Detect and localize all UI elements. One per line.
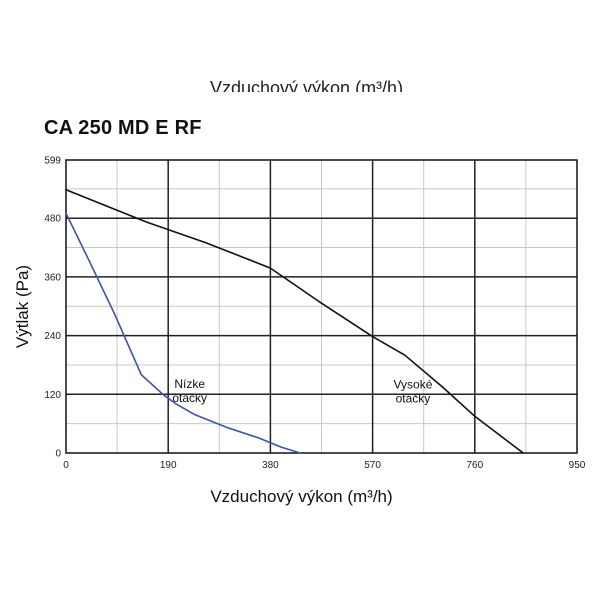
- cut-off-axis-caption: Vzduchový výkon (m³/h): [0, 72, 600, 92]
- x-tick-label: 760: [466, 460, 483, 471]
- y-axis-label: Výtlak (Pa): [13, 265, 32, 348]
- major-gridlines: [66, 160, 577, 453]
- minor-gridlines: [66, 160, 577, 453]
- curve-annotation-line2: otáčky: [172, 391, 207, 405]
- y-tick-label: 240: [44, 331, 61, 342]
- y-tick-label: 120: [44, 390, 61, 401]
- y-tick-label: 599: [44, 156, 61, 167]
- x-tick-labels: 0 190 380 570 760 950: [63, 460, 586, 471]
- curve-annotation-line1: Nízke: [174, 377, 205, 391]
- cut-off-axis-caption-text: Vzduchový výkon (m³/h): [210, 78, 404, 92]
- x-tick-label: 0: [63, 460, 69, 471]
- x-tick-label: 190: [160, 460, 177, 471]
- plot-frame: [65, 159, 578, 454]
- series-layer: [65, 189, 525, 454]
- x-tick-label: 570: [364, 460, 381, 471]
- x-tick-label: 380: [262, 460, 279, 471]
- series-line: [65, 212, 301, 454]
- y-tick-label: 360: [44, 272, 61, 283]
- y-tick-label: 480: [44, 214, 61, 225]
- y-tick-labels: 0 120 240 360 480 599: [44, 156, 61, 460]
- chart-title: CA 250 MD E RF: [44, 117, 202, 139]
- y-tick-label: 0: [55, 449, 61, 460]
- curve-annotation-line1: Vysoké: [393, 378, 432, 392]
- x-axis-label: Vzduchový výkon (m³/h): [210, 487, 392, 506]
- curve-annotation-line2: otáčky: [396, 392, 431, 406]
- series-line: [65, 189, 525, 454]
- x-tick-label: 950: [569, 460, 586, 471]
